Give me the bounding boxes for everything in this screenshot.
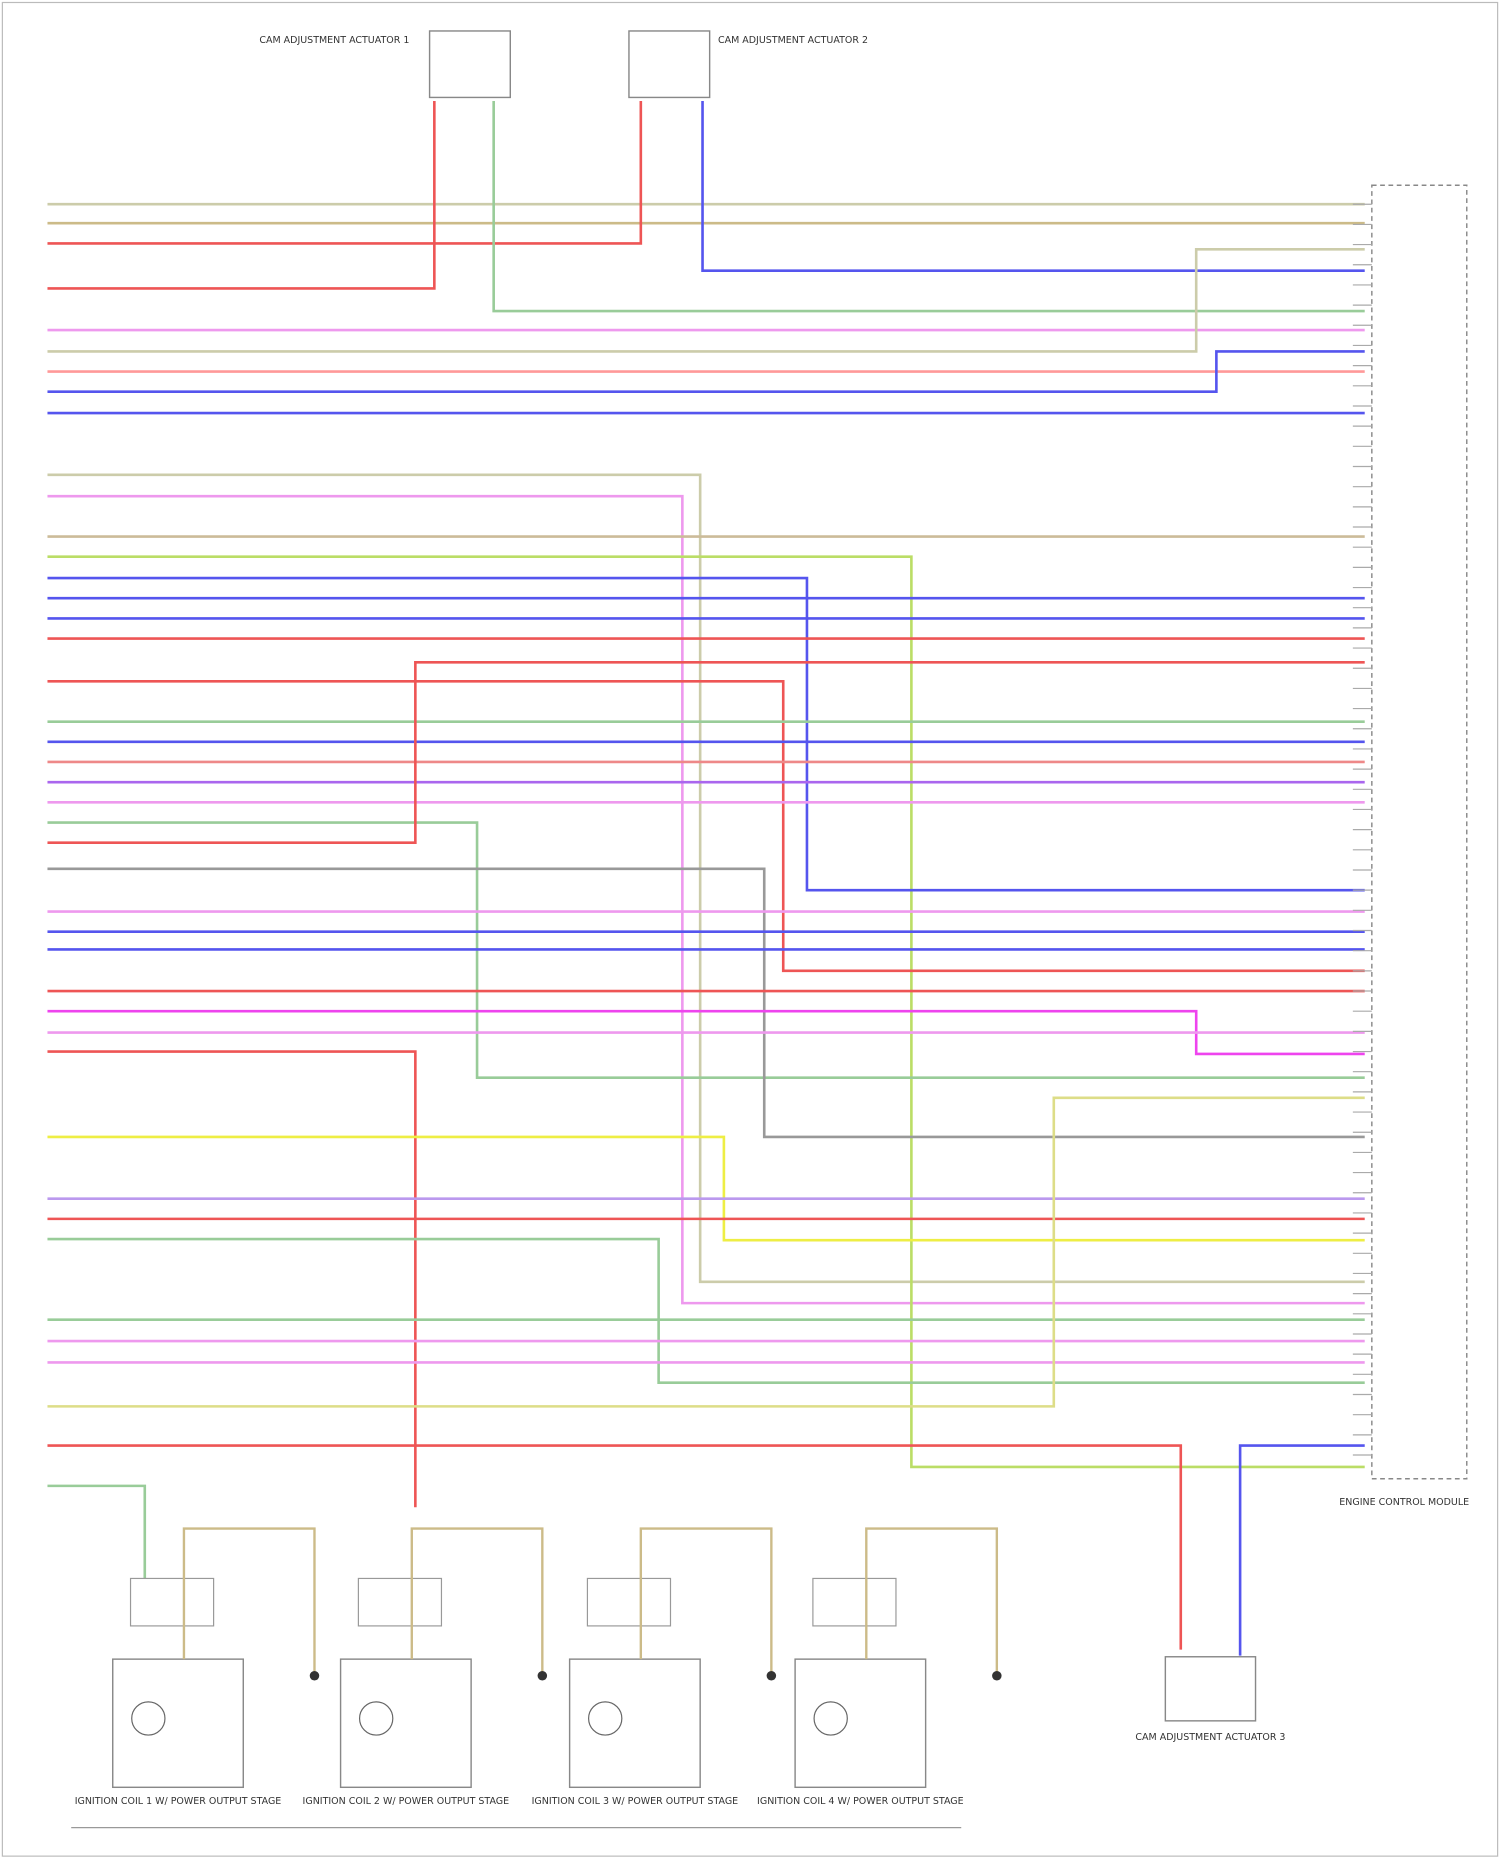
ground xyxy=(766,1671,777,1681)
coil-connector xyxy=(812,1577,897,1627)
coil-symbol xyxy=(358,1701,394,1736)
component-label: CAM ADJUSTMENT ACTUATOR 2 xyxy=(718,35,868,46)
component-label: IGNITION COIL 3 W/ POWER OUTPUT STAGE xyxy=(532,1796,739,1807)
coil-box xyxy=(794,1658,927,1789)
coil-box xyxy=(112,1658,244,1789)
wire xyxy=(47,1237,1365,1384)
component-label: IGNITION COIL 4 W/ POWER OUTPUT STAGE xyxy=(757,1796,964,1807)
wire xyxy=(492,100,1365,313)
wire xyxy=(47,660,1365,844)
wire xyxy=(47,248,1365,353)
wire xyxy=(47,1484,147,1579)
wire xyxy=(182,1527,316,1674)
wire xyxy=(47,1444,1183,1650)
wire xyxy=(47,494,1365,1305)
component-label: ENGINE CONTROL MODULE xyxy=(1339,1497,1469,1508)
coil-connector xyxy=(586,1577,672,1627)
wire xyxy=(701,100,1365,272)
coil-connector xyxy=(357,1577,443,1627)
component-label: IGNITION COIL 2 W/ POWER OUTPUT STAGE xyxy=(303,1796,510,1807)
wire xyxy=(47,1135,1365,1242)
cam-actuator-box xyxy=(428,30,511,99)
coil-box xyxy=(339,1658,472,1789)
coil-box xyxy=(568,1658,701,1789)
cam-actuator-box xyxy=(628,30,711,99)
coil-symbol xyxy=(588,1701,623,1736)
wire xyxy=(639,1527,773,1674)
wire xyxy=(865,1527,999,1674)
coil-symbol xyxy=(813,1701,848,1736)
cam-actuator-box xyxy=(1164,1656,1257,1722)
wire xyxy=(47,1050,417,1508)
wire xyxy=(410,1527,544,1674)
wire xyxy=(47,867,1365,1139)
wire xyxy=(47,576,1365,892)
wire xyxy=(47,1096,1365,1408)
component-label: CAM ADJUSTMENT ACTUATOR 3 xyxy=(1135,1732,1285,1743)
coil-symbol xyxy=(131,1701,166,1736)
ecm-box xyxy=(1371,184,1468,1480)
wire xyxy=(47,473,1365,1284)
wire xyxy=(47,100,436,290)
wire xyxy=(47,350,1365,394)
ground xyxy=(992,1671,1002,1681)
coil-connector xyxy=(129,1577,215,1627)
wire xyxy=(47,100,643,245)
ground xyxy=(309,1671,320,1681)
wire xyxy=(47,679,1365,973)
wire xyxy=(1238,1444,1365,1656)
component-label: IGNITION COIL 1 W/ POWER OUTPUT STAGE xyxy=(75,1796,282,1807)
component-label: CAM ADJUSTMENT ACTUATOR 1 xyxy=(259,35,409,46)
ground xyxy=(537,1671,548,1681)
